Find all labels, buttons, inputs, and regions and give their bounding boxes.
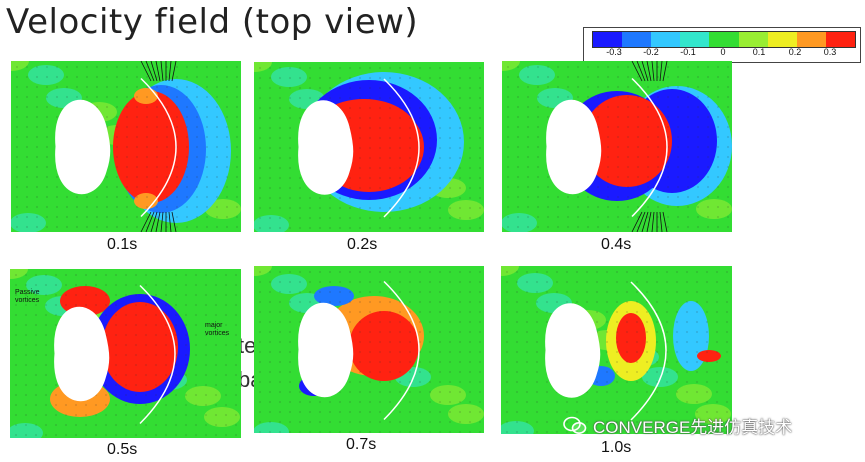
velocity-contour-plot [502,61,732,232]
colorbar-swatch [738,32,768,47]
velocity-panel-1.0s [501,266,732,434]
annotation-passive-vortices: Passive vortices [15,289,40,304]
velocity-contour-plot [11,61,241,232]
colorbar-swatch [593,32,623,47]
colorbar-swatch [680,32,710,47]
velocity-contour-plot [254,62,484,232]
colorbar-label: -0.3 [606,47,622,57]
colorbar-label: 0.2 [788,47,802,57]
panel-caption: 0.1s [107,236,138,253]
panel-caption: 0.4s [601,236,632,253]
colorbar-legend: -0.3 -0.2 -0.1 0 0.1 0.2 0.3 [583,27,861,63]
annotation-major-vortices: major vortices [205,322,230,337]
panel-caption: 1.0s [601,439,632,456]
velocity-panel-0.1s [11,61,241,232]
colorbar-swatch [767,32,797,47]
velocity-panel-0.2s [254,62,484,232]
panel-caption: 0.2s [347,236,378,253]
velocity-panel-0.7s [254,266,484,433]
colorbar-swatch [825,32,855,47]
colorbar-label: 0.1 [752,47,766,57]
velocity-panel-0.4s [502,61,732,232]
colorbar-swatches [592,31,856,48]
colorbar-label: 0.3 [823,47,837,57]
velocity-contour-plot [10,269,241,438]
velocity-contour-plot [501,266,732,434]
velocity-panel-0.5s [10,269,241,438]
colorbar-swatch [622,32,652,47]
colorbar-labels: -0.3 -0.2 -0.1 0 0.1 0.2 0.3 [592,47,854,59]
background-text-fragment: te [238,333,257,358]
colorbar-swatch [709,32,739,47]
page-title: Velocity field (top view) [6,2,419,42]
wechat-icon [563,416,587,434]
panel-caption: 0.7s [346,436,377,453]
watermark: CONVERGE先进仿真技术 [563,413,792,438]
colorbar-swatch [796,32,826,47]
panel-caption: 0.5s [107,441,138,458]
colorbar-label: 0 [720,47,726,57]
colorbar-swatch [651,32,681,47]
watermark-text: CONVERGE先进仿真技术 [593,418,793,437]
velocity-contour-plot [254,266,484,433]
colorbar-label: -0.2 [643,47,659,57]
colorbar-label: -0.1 [680,47,696,57]
